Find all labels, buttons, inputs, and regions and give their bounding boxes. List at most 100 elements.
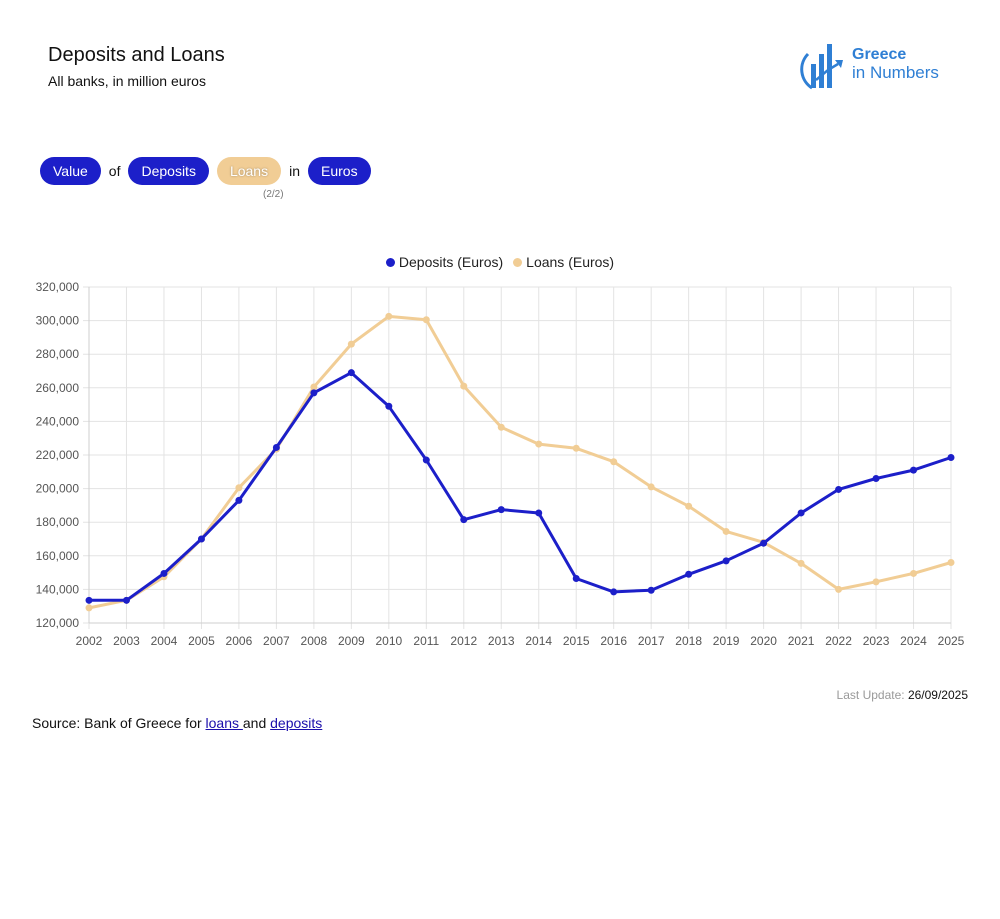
deposits-line — [87, 371, 953, 602]
chart-legend: Deposits (Euros) Loans (Euros) — [0, 254, 1000, 270]
selection-counter: (2/2) — [263, 189, 284, 200]
x-tick-label: 2011 — [413, 634, 439, 648]
y-tick-label: 280,000 — [36, 347, 80, 361]
deposits-point — [497, 506, 505, 514]
loans-point — [947, 559, 955, 567]
loans-point — [910, 569, 918, 577]
deposits-point — [872, 475, 880, 483]
y-tick-label: 260,000 — [36, 381, 80, 395]
deposits-point — [535, 509, 543, 517]
deposits-point — [122, 596, 130, 604]
x-tick-label: 2013 — [488, 634, 515, 648]
loans-point — [647, 483, 655, 491]
x-tick-label: 2016 — [600, 634, 627, 648]
unit-selector-button[interactable]: Euros — [308, 157, 371, 185]
x-tick-label: 2003 — [113, 634, 140, 648]
loans-point — [685, 502, 693, 510]
y-tick-label: 200,000 — [36, 482, 80, 496]
loans-point — [460, 382, 468, 390]
word-of: of — [108, 163, 121, 179]
loans-point — [422, 316, 430, 324]
x-tick-label: 2008 — [301, 634, 328, 648]
measure-selector-button[interactable]: Value — [40, 157, 101, 185]
deposits-point — [85, 596, 93, 604]
source-and: and — [242, 715, 271, 731]
deposits-point — [347, 369, 355, 377]
x-tick-label: 2023 — [863, 634, 890, 648]
x-tick-label: 2015 — [563, 634, 590, 648]
deposits-point — [310, 389, 318, 397]
loans-source-link[interactable]: loans — [205, 715, 243, 731]
x-tick-label: 2002 — [76, 634, 103, 648]
x-tick-label: 2019 — [713, 634, 740, 648]
y-tick-label: 320,000 — [36, 280, 80, 294]
last-update-value: 26/09/2025 — [907, 688, 968, 702]
deposits-point — [947, 454, 955, 462]
deposits-point — [797, 509, 805, 517]
word-in: in — [289, 163, 300, 179]
loans-point — [797, 559, 805, 567]
x-tick-label: 2022 — [825, 634, 852, 648]
loans-point — [310, 383, 318, 391]
loans-selector-button[interactable]: Loans — [216, 157, 282, 185]
greece-in-numbers-logo[interactable]: Greece in Numbers — [798, 40, 958, 94]
deposits-point — [385, 402, 393, 410]
deposits-point — [422, 456, 430, 464]
x-tick-label: 2012 — [450, 634, 477, 648]
loans-point — [497, 423, 505, 431]
loans-point — [872, 578, 880, 586]
x-tick-label: 2024 — [900, 634, 927, 648]
y-tick-label: 140,000 — [36, 582, 80, 596]
x-tick-label: 2005 — [188, 634, 215, 648]
loans-point — [385, 312, 393, 320]
loans-point — [235, 484, 243, 492]
header: Deposits and Loans All banks, in million… — [48, 44, 225, 89]
loans-point — [722, 527, 730, 535]
source-note: Source: Bank of Greece for loans and dep… — [32, 715, 322, 731]
deposits-point — [910, 466, 918, 474]
selector-bar: Value of Deposits Loans in Euros — [40, 157, 371, 185]
deposits-point — [160, 569, 168, 577]
y-tick-label: 300,000 — [36, 314, 80, 328]
loans-point — [572, 444, 580, 452]
x-tick-label: 2014 — [525, 634, 552, 648]
x-tick-label: 2020 — [750, 634, 777, 648]
y-tick-label: 120,000 — [36, 616, 80, 630]
deposits-point — [647, 586, 655, 594]
legend-item-loans[interactable]: Loans (Euros) — [513, 254, 614, 270]
x-tick-label: 2006 — [226, 634, 253, 648]
legend-item-deposits[interactable]: Deposits (Euros) — [385, 254, 504, 270]
deposits-selector-button[interactable]: Deposits — [128, 157, 209, 185]
last-update: Last Update: 26/09/2025 — [837, 688, 968, 702]
legend-dot-deposits — [385, 257, 395, 267]
legend-label-deposits: Deposits (Euros) — [398, 254, 504, 270]
deposits-point — [610, 588, 618, 596]
line-chart: 120,000 140,000 160,000 180,000 200,000 220,0… — [36, 280, 965, 648]
deposits-source-link[interactable]: deposits — [270, 715, 323, 731]
deposits-point — [572, 574, 580, 582]
deposits-point — [760, 539, 768, 547]
legend-label-loans: Loans (Euros) — [526, 254, 615, 270]
x-tick-label: 2018 — [675, 634, 702, 648]
last-update-label: Last Update: — [836, 688, 905, 702]
loans-point — [535, 440, 543, 448]
page-title: Deposits and Loans — [48, 44, 225, 66]
x-tick-label: 2021 — [788, 634, 815, 648]
deposits-point — [685, 570, 693, 578]
y-tick-label: 220,000 — [36, 448, 80, 462]
deposits-point — [197, 535, 205, 543]
loans-line — [87, 314, 953, 610]
page-subtitle: All banks, in million euros — [48, 73, 206, 89]
y-tick-label: 160,000 — [36, 549, 80, 563]
y-tick-label: 180,000 — [36, 515, 80, 529]
y-tick-label: 240,000 — [36, 414, 80, 428]
deposits-point — [722, 557, 730, 565]
x-tick-label: 2025 — [938, 634, 965, 648]
loans-point — [835, 585, 843, 593]
x-tick-label: 2004 — [151, 634, 178, 648]
x-tick-label: 2017 — [638, 634, 665, 648]
deposits-point — [460, 516, 468, 524]
logo-text-line2: in Numbers — [852, 63, 939, 82]
loans-point — [610, 458, 618, 466]
legend-dot-loans — [513, 257, 523, 267]
